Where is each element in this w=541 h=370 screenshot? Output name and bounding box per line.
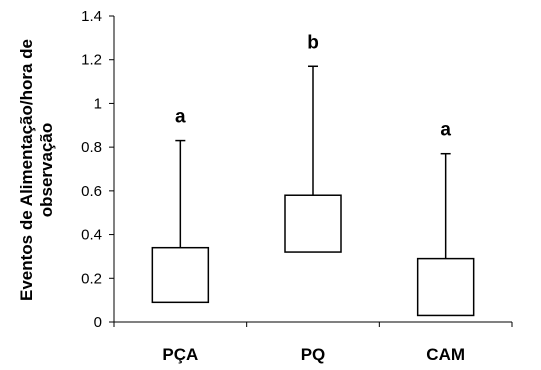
x-ticks: PÇA PQ CAM <box>113 322 513 364</box>
y-tick-label: 0 <box>94 314 102 331</box>
boxes: a b a <box>151 32 475 317</box>
box <box>151 246 210 304</box>
axes <box>113 16 512 323</box>
y-tick-label: 0.6 <box>81 183 102 200</box>
y-tick-label: 0.8 <box>81 139 102 156</box>
x-tick-label: PÇA <box>162 345 198 364</box>
significance-label: a <box>440 120 451 141</box>
y-axis-label-line-1: Eventos de Alimentação/hora de <box>17 39 36 301</box>
x-tick-label: PQ <box>301 345 326 364</box>
y-tick-label: 1.2 <box>81 52 102 69</box>
significance-label: b <box>307 32 319 53</box>
y-ticks: 0 0.2 0.4 0.6 0.8 1 1.2 1.4 <box>81 8 114 331</box>
box <box>284 194 342 253</box>
y-tick-label: 1 <box>94 95 102 112</box>
y-axis-label-line-2: observação <box>37 123 56 218</box>
x-tick-label: CAM <box>426 345 465 364</box>
significance-label: a <box>175 107 186 128</box>
y-tick-label: 0.4 <box>81 227 102 244</box>
y-tick-label: 0.2 <box>81 270 102 287</box>
box <box>416 257 475 317</box>
y-axis-label: Eventos de Alimentação/hora de observaçã… <box>17 39 56 301</box>
y-tick-label: 1.4 <box>81 8 102 25</box>
